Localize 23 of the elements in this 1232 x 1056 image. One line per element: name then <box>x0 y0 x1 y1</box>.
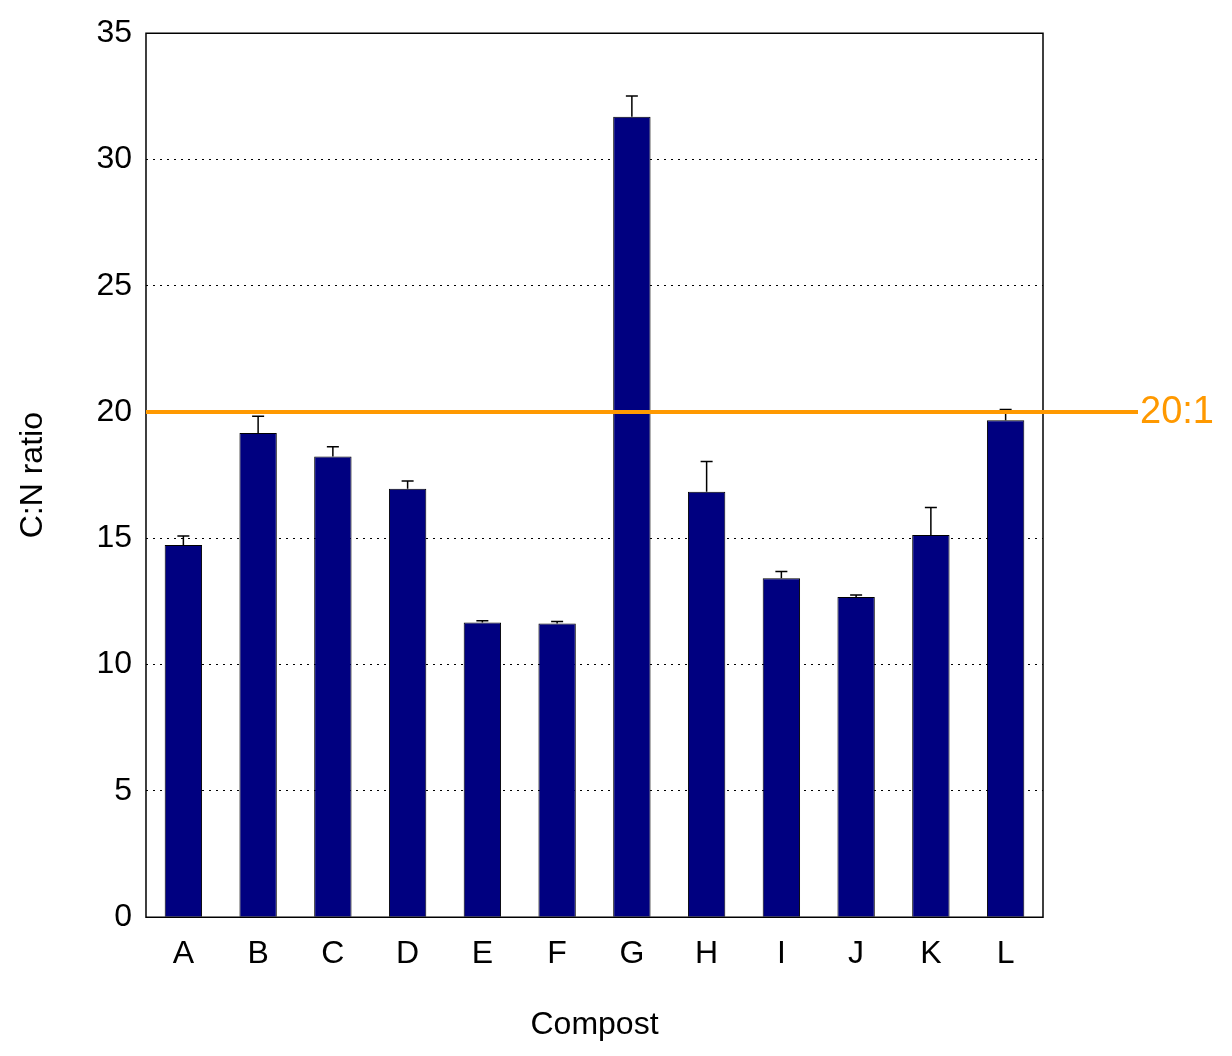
y-tick-label: 5 <box>114 770 132 807</box>
x-tick-label: L <box>996 934 1015 971</box>
y-tick-label: 10 <box>96 644 132 681</box>
x-tick-label: J <box>848 934 865 971</box>
x-tick-label: D <box>396 934 420 971</box>
x-tick-label: C <box>321 934 345 971</box>
x-tick-label: G <box>619 934 645 971</box>
y-tick-label: 30 <box>96 139 132 176</box>
x-tick-label: I <box>776 934 786 971</box>
x-tick-label: A <box>172 934 195 971</box>
y-tick-label: 15 <box>96 518 132 555</box>
y-tick-label: 35 <box>96 13 132 50</box>
x-tick-label: E <box>471 934 494 971</box>
y-tick-label: 20 <box>96 391 132 428</box>
y-tick-label: 0 <box>114 897 132 934</box>
x-tick-label: H <box>695 934 719 971</box>
y-axis-title: C:N ratio <box>13 412 50 539</box>
y-tick-label: 25 <box>96 265 132 302</box>
x-tick-label: F <box>547 934 567 971</box>
ref-line-label: 20:1 <box>1140 388 1214 431</box>
x-axis-title: Compost <box>530 1004 659 1041</box>
x-tick-label: B <box>247 934 269 971</box>
x-tick-label: K <box>920 934 942 971</box>
